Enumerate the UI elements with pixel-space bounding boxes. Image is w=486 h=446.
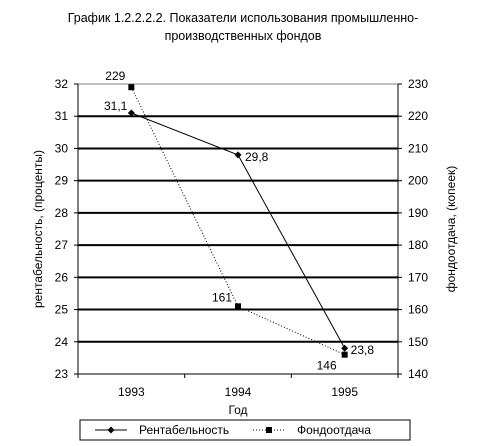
left-tick-label: 23 — [55, 367, 69, 381]
left-tick-label: 32 — [55, 77, 69, 91]
right-tick-label: 150 — [408, 335, 428, 349]
series-layer: 31,1 29,8 23,8 229 161 146 — [104, 69, 374, 372]
left-y-axis-title: рентабельность, (проценты) — [31, 150, 45, 308]
legend-label: Фондоотдача — [297, 423, 371, 437]
right-tick-label: 140 — [408, 367, 428, 381]
right-tick-label: 170 — [408, 270, 428, 284]
left-tick-label: 30 — [55, 141, 69, 155]
data-label: 23,8 — [351, 343, 375, 357]
data-point-diamond — [234, 151, 242, 159]
right-tick-label: 200 — [408, 174, 428, 188]
x-tick-label: 1995 — [331, 385, 358, 399]
left-tick-label: 24 — [55, 335, 69, 349]
chart-title-line-1: График 1.2.2.2.2. Показатели использован… — [68, 11, 419, 25]
right-tick-label: 220 — [408, 109, 428, 123]
legend-box — [79, 419, 411, 441]
left-tick-label: 28 — [55, 206, 69, 220]
x-tick-label: 1994 — [225, 385, 252, 399]
left-y-axis-ticks: 23 24 25 26 27 28 29 30 31 32 — [55, 77, 78, 381]
left-tick-label: 29 — [55, 174, 69, 188]
x-tick-label: 1993 — [118, 385, 145, 399]
left-tick-label: 27 — [55, 238, 69, 252]
legend-marker-diamond — [107, 426, 115, 434]
right-tick-label: 210 — [408, 141, 428, 155]
right-y-axis-ticks: 140 150 160 170 180 190 200 210 220 230 — [398, 77, 428, 381]
data-point-square — [341, 351, 348, 358]
legend-items: Рентабельность Фондоотдача — [95, 423, 371, 437]
right-tick-label: 190 — [408, 206, 428, 220]
legend-label: Рентабельность — [139, 423, 229, 437]
right-y-axis-title: фондоотдача, (копеек) — [444, 166, 458, 293]
data-label: 29,8 — [245, 150, 269, 164]
x-axis-title: Год — [228, 403, 247, 417]
right-tick-label: 160 — [408, 303, 428, 317]
chart-title-line-2: производственных фондов — [165, 29, 322, 43]
data-label: 31,1 — [104, 99, 128, 113]
data-point-diamond — [341, 344, 349, 352]
right-tick-label: 180 — [408, 238, 428, 252]
grid-lines — [78, 115, 398, 343]
right-tick-label: 230 — [408, 77, 428, 91]
data-label: 146 — [317, 359, 337, 373]
left-tick-label: 26 — [55, 270, 69, 284]
plot-area — [77, 83, 399, 375]
legend: Рентабельность Фондоотдача — [79, 419, 411, 441]
left-tick-label: 25 — [55, 303, 69, 317]
legend-marker-square — [266, 427, 272, 433]
data-label: 229 — [105, 69, 125, 83]
x-axis-ticks: 1993 1994 1995 — [77, 374, 399, 399]
data-point-square — [235, 303, 241, 310]
data-label: 161 — [212, 290, 232, 304]
data-point-square — [128, 84, 135, 91]
left-tick-label: 31 — [55, 109, 69, 123]
data-point-diamond — [127, 109, 135, 117]
